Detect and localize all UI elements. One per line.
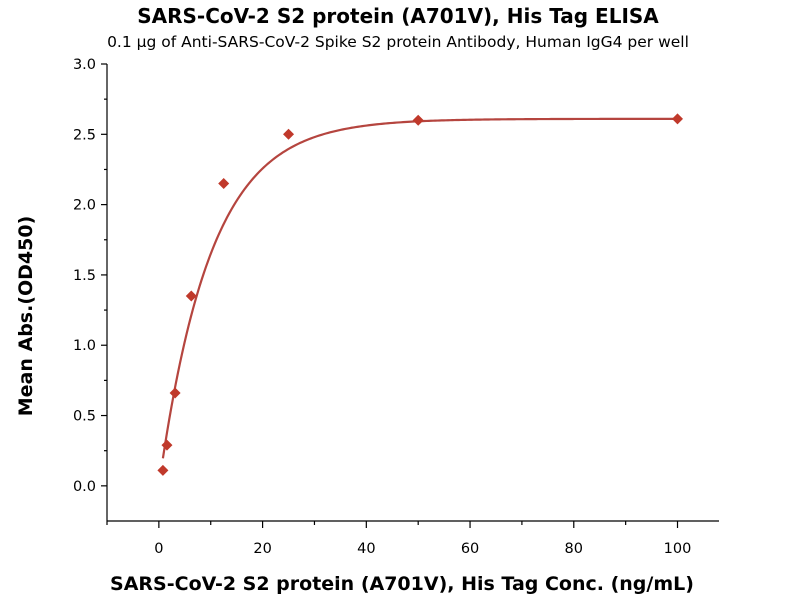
data-point [161,439,173,451]
data-points [157,113,684,476]
y-axis-ticks: 0.0 0.5 1.0 1.5 2.0 2.5 3.0 [73,57,107,495]
data-point [169,387,181,399]
fit-curve [161,117,678,459]
data-point [157,464,169,476]
x-tick-label: 100 [664,541,692,557]
data-point [283,128,295,140]
data-point [185,290,197,302]
x-axis-label: SARS-CoV-2 S2 protein (A701V), His Tag C… [110,573,694,595]
y-tick-label: 0.5 [73,409,96,425]
x-tick-label: 60 [461,541,479,557]
data-point [672,113,684,125]
y-tick-label: 0.0 [73,479,96,495]
y-tick-label: 1.5 [73,268,96,284]
x-tick-label: 20 [253,541,271,557]
data-point [412,114,424,126]
y-tick-label: 2.5 [73,127,96,143]
chart-subtitle: 0.1 μg of Anti-SARS-CoV-2 Spike S2 prote… [107,33,689,51]
axes [106,64,719,522]
y-tick-label: 2.0 [73,198,96,214]
x-tick-label: 80 [565,541,583,557]
y-tick-label: 3.0 [73,57,96,73]
data-point [218,178,230,190]
x-tick-label: 40 [357,541,375,557]
chart-title: SARS-CoV-2 S2 protein (A701V), His Tag E… [137,4,659,28]
y-axis-label: Mean Abs.(OD450) [15,216,37,417]
x-axis-ticks: 0 20 40 60 80 100 [106,521,692,557]
y-tick-label: 1.0 [73,338,96,354]
x-tick-label: 0 [154,541,163,557]
